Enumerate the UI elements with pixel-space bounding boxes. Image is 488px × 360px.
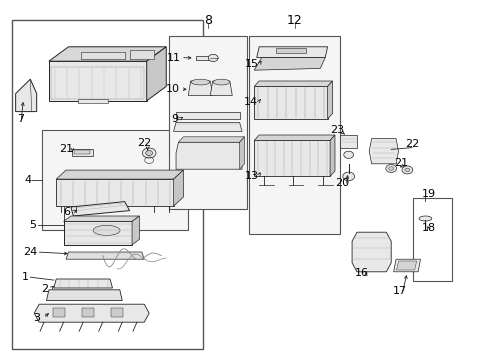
Text: 18: 18 <box>422 222 435 233</box>
Bar <box>82 308 94 317</box>
Bar <box>12 20 203 349</box>
Text: 10: 10 <box>166 84 180 94</box>
Polygon shape <box>176 112 239 119</box>
Polygon shape <box>49 61 146 101</box>
Polygon shape <box>71 202 129 216</box>
Text: 22: 22 <box>404 139 419 149</box>
Polygon shape <box>63 221 132 245</box>
Polygon shape <box>146 47 166 101</box>
Polygon shape <box>132 216 139 245</box>
Text: 2: 2 <box>41 284 48 294</box>
Circle shape <box>208 54 218 62</box>
Text: 21: 21 <box>59 144 73 154</box>
Polygon shape <box>56 179 173 206</box>
Text: 7: 7 <box>18 114 24 124</box>
Polygon shape <box>254 86 327 119</box>
Polygon shape <box>188 81 212 95</box>
Polygon shape <box>66 252 144 259</box>
Text: 24: 24 <box>23 247 38 257</box>
Circle shape <box>385 165 396 172</box>
Polygon shape <box>49 47 166 61</box>
Text: 5: 5 <box>29 220 36 230</box>
Polygon shape <box>210 81 232 95</box>
Polygon shape <box>178 137 244 142</box>
Text: 17: 17 <box>392 286 406 296</box>
Bar <box>74 150 90 154</box>
Polygon shape <box>327 81 332 119</box>
Bar <box>51 67 144 99</box>
Text: 22: 22 <box>137 138 151 148</box>
Polygon shape <box>351 232 390 272</box>
Polygon shape <box>368 139 398 164</box>
Circle shape <box>401 166 412 174</box>
Text: 9: 9 <box>171 114 178 124</box>
Bar <box>81 52 124 59</box>
Polygon shape <box>239 137 244 169</box>
Polygon shape <box>46 290 122 301</box>
Ellipse shape <box>343 151 353 158</box>
Circle shape <box>145 150 152 156</box>
Bar <box>41 130 188 230</box>
Polygon shape <box>254 58 325 70</box>
Ellipse shape <box>213 79 229 85</box>
Text: 19: 19 <box>422 189 435 199</box>
Ellipse shape <box>191 79 209 85</box>
Polygon shape <box>56 170 183 179</box>
Bar <box>195 56 210 60</box>
Bar <box>53 308 64 317</box>
Polygon shape <box>78 99 107 103</box>
Text: 1: 1 <box>22 272 29 282</box>
Polygon shape <box>393 259 420 272</box>
Polygon shape <box>396 261 416 270</box>
Polygon shape <box>254 81 332 86</box>
Bar <box>72 149 93 156</box>
Text: 8: 8 <box>203 14 211 27</box>
Polygon shape <box>254 135 334 140</box>
Polygon shape <box>173 122 242 131</box>
Polygon shape <box>176 142 242 169</box>
Text: 13: 13 <box>244 171 258 181</box>
Polygon shape <box>329 135 334 176</box>
Polygon shape <box>54 279 112 288</box>
Text: 23: 23 <box>329 125 343 135</box>
Text: 6: 6 <box>63 207 70 217</box>
Polygon shape <box>256 47 327 58</box>
Text: 16: 16 <box>354 268 368 278</box>
Circle shape <box>342 172 354 181</box>
Polygon shape <box>16 79 37 112</box>
Polygon shape <box>34 304 149 322</box>
Polygon shape <box>339 135 356 148</box>
Polygon shape <box>173 170 183 206</box>
Bar <box>168 36 246 209</box>
Text: 14: 14 <box>244 97 258 107</box>
Circle shape <box>388 167 393 170</box>
Polygon shape <box>276 48 305 53</box>
Text: 15: 15 <box>244 59 258 69</box>
Bar <box>412 198 451 281</box>
Ellipse shape <box>93 225 120 235</box>
Ellipse shape <box>418 216 431 221</box>
Text: 20: 20 <box>335 178 348 188</box>
Text: 12: 12 <box>286 14 302 27</box>
Polygon shape <box>63 216 139 221</box>
Bar <box>111 308 123 317</box>
Text: 3: 3 <box>33 313 40 323</box>
Text: 21: 21 <box>393 158 407 168</box>
Bar <box>129 50 154 59</box>
Text: 11: 11 <box>166 53 180 63</box>
Circle shape <box>404 168 409 172</box>
Circle shape <box>142 148 156 158</box>
Polygon shape <box>254 140 329 176</box>
Bar <box>249 36 339 234</box>
Text: 4: 4 <box>24 175 31 185</box>
